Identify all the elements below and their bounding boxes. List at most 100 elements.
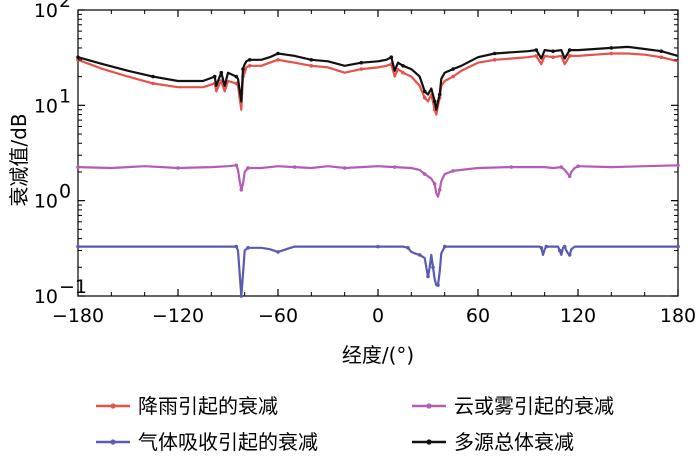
series-4-point — [551, 49, 555, 53]
legend-marker-2 — [426, 403, 432, 409]
series-2-point — [676, 163, 680, 168]
series-1-point — [451, 74, 455, 79]
y-axis-label: 衰减值/dB — [7, 113, 31, 206]
series-1-point — [401, 70, 405, 75]
legend-label-3: 气体吸收引起的衰减 — [138, 430, 318, 454]
legend-marker-4 — [426, 439, 432, 445]
series-3-point — [562, 244, 567, 249]
series-3-point — [239, 294, 244, 298]
series-1-point — [659, 55, 664, 59]
series-3-point — [442, 244, 447, 249]
series-1-point — [359, 67, 364, 71]
y-tick-exponent: 0 — [59, 181, 71, 203]
series-2-point — [342, 166, 347, 170]
series-layer — [76, 45, 680, 298]
series-4-point — [659, 49, 664, 53]
plot-border — [77, 9, 679, 297]
x-tick-label: −120 — [152, 305, 204, 327]
y-tick-exponent: 1 — [59, 85, 71, 107]
x-tick-label: 120 — [560, 305, 596, 327]
series-2-point — [422, 172, 427, 176]
series-2-point — [432, 182, 437, 186]
y-tick-exponent: −1 — [59, 276, 87, 298]
x-axis: −180 −120 −60 0 60 120 180 — [52, 10, 696, 327]
series-3-point — [436, 283, 440, 287]
series-1-point — [309, 64, 314, 68]
series-4-point — [359, 60, 364, 65]
series-1-point — [151, 81, 155, 86]
series-4-point — [76, 55, 80, 59]
series-3-point — [276, 250, 280, 254]
series-4-point — [567, 48, 572, 52]
series-2-point — [576, 164, 580, 168]
series-3-point — [557, 248, 562, 253]
series-4-point — [219, 70, 224, 75]
series-4-point — [276, 51, 280, 56]
series-2-point — [509, 165, 514, 169]
series-3-point — [539, 246, 544, 250]
series-4-point — [432, 99, 437, 104]
series-line-1 — [77, 52, 679, 116]
series-2-point — [559, 165, 564, 169]
x-tick-label: 60 — [466, 305, 490, 327]
series-4-point — [151, 74, 155, 79]
legend-label-4: 多源总体衰减 — [454, 430, 574, 454]
series-3-point — [417, 253, 422, 257]
y-tick-label: 10 — [34, 95, 58, 117]
series-2-point — [246, 166, 250, 170]
series-4-point — [309, 58, 314, 62]
series-1-point — [247, 64, 252, 68]
series-1-point — [609, 51, 614, 56]
y-tick-label: 10 — [34, 0, 58, 22]
series-4-point — [451, 67, 455, 71]
legend-label-1: 降雨引起的衰减 — [138, 394, 278, 418]
series-3-point — [544, 244, 549, 249]
series-4-point — [389, 55, 394, 59]
series-4-point — [241, 67, 245, 71]
series-3-point — [406, 246, 410, 250]
series-1-point — [492, 58, 497, 62]
series-3-point — [76, 244, 80, 249]
series-2-point — [392, 165, 397, 169]
series-1-point — [534, 54, 539, 58]
series-line-2 — [77, 164, 679, 198]
x-axis-label: 经度/(°) — [342, 343, 414, 367]
series-2-point — [567, 174, 572, 179]
series-3-point — [431, 265, 435, 270]
series-1-point — [551, 55, 555, 59]
series-2-point — [234, 163, 239, 168]
series-4-point — [401, 64, 405, 68]
y-tick-label: 10 — [34, 191, 58, 213]
plot-frame — [77, 9, 679, 297]
legend-label-2: 云或雾引起的衰减 — [454, 394, 614, 418]
series-3-point — [246, 246, 250, 250]
series-3-point — [234, 244, 239, 249]
series-4-point — [422, 89, 427, 94]
series-4-point — [247, 58, 252, 62]
series-line-4 — [77, 45, 679, 111]
legend-marker-1 — [110, 403, 116, 409]
series-2-point — [76, 165, 80, 169]
series-1-point — [422, 96, 427, 100]
series-4-point — [492, 51, 497, 56]
series-4-point — [609, 46, 614, 50]
series-4-point — [212, 74, 217, 79]
series-2-point — [176, 166, 180, 170]
x-tick-label: 180 — [660, 305, 696, 327]
series-4-point — [437, 92, 442, 97]
series-1-point — [567, 54, 572, 58]
x-tick-label: 0 — [372, 305, 384, 327]
series-1-point — [234, 81, 239, 86]
series-2-point — [451, 169, 455, 173]
legend-marker-3 — [110, 439, 116, 445]
series-3-point — [676, 244, 680, 249]
series-3-point — [426, 274, 430, 279]
series-2-point — [292, 165, 297, 169]
series-2-point — [437, 188, 442, 192]
series-3-point — [567, 253, 572, 257]
y-tick-label: 10 — [34, 286, 58, 308]
series-1-point — [276, 58, 280, 62]
